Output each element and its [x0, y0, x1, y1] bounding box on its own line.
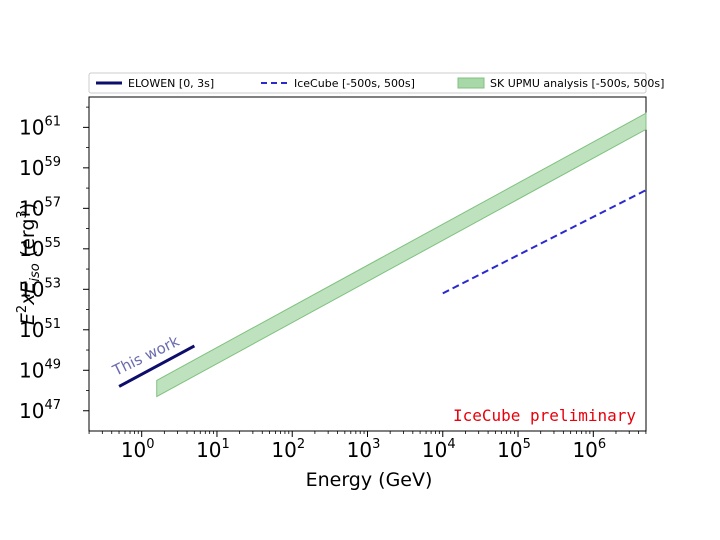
x-tick-label-5: 105 [497, 437, 531, 462]
legend-label-sk-upmu: SK UPMU analysis [-500s, 500s] [490, 77, 664, 90]
x-tick-base-2: 10 [271, 438, 296, 462]
x-tick-exp-2: 2 [297, 437, 305, 452]
legend-frame [88, 72, 647, 94]
y-label-unit-sup: 3 [15, 210, 30, 218]
x-tick-exp-1: 1 [222, 437, 230, 452]
y-label-unit-close: ) [17, 203, 39, 210]
y-tick-base-1: 10 [19, 358, 44, 382]
y-tick-exp-6: 59 [44, 155, 61, 170]
y-axis-label: E2xEiso (erg3) [15, 203, 43, 325]
y-label-sup: 2 [15, 305, 30, 313]
series-elowen-line [118, 344, 196, 388]
y-label-sub: iso [28, 263, 43, 281]
legend: ELOWEN [0, 3s] IceCube [-500s, 500s] SK … [88, 72, 664, 94]
x-tick-base-4: 10 [422, 438, 447, 462]
x-tick-exp-4: 4 [447, 437, 455, 452]
y-tick-exp-7: 61 [44, 114, 61, 129]
y-tick-base-7: 10 [19, 115, 44, 139]
y-tick-exp-4: 55 [44, 236, 61, 251]
y-tick-base-6: 10 [19, 156, 44, 180]
annotation-preliminary: IceCube preliminary [453, 406, 636, 425]
minor-ticks [86, 106, 647, 434]
y-tick-exp-3: 53 [44, 276, 61, 291]
y-tick-label-7: 1061 [19, 114, 61, 139]
y-tick-base-3: 10 [19, 277, 44, 301]
legend-label-elowen: ELOWEN [0, 3s] [128, 77, 214, 90]
x-axis-label: Energy (GeV) [306, 469, 433, 491]
y-tick-exp-0: 47 [44, 398, 61, 413]
y-tick-label-6: 1059 [19, 155, 61, 180]
x-axis: 100 101 102 103 104 105 106 [121, 431, 606, 462]
y-tick-exp-5: 57 [44, 195, 61, 210]
x-tick-exp-3: 3 [372, 437, 380, 452]
x-tick-label-0: 100 [121, 437, 155, 462]
y-tick-label-0: 1047 [19, 398, 61, 423]
y-label-unit-open: (erg [17, 219, 39, 264]
y-tick-exp-1: 49 [44, 357, 61, 372]
y-label-base: E [17, 313, 39, 325]
x-tick-exp-0: 0 [146, 437, 154, 452]
y-tick-label-4: 1055 [19, 236, 61, 261]
x-tick-label-6: 106 [572, 437, 606, 462]
x-tick-label-2: 102 [271, 437, 305, 462]
series-sk-upmu-band [156, 112, 647, 398]
x-tick-base-0: 10 [121, 438, 146, 462]
y-tick-base-5: 10 [19, 196, 44, 220]
x-tick-label-4: 104 [422, 437, 456, 462]
y-tick-label-5: 1057 [19, 195, 61, 220]
y-tick-label-1: 1049 [19, 357, 61, 382]
x-tick-base-6: 10 [572, 438, 597, 462]
y-tick-base-0: 10 [19, 399, 44, 423]
x-tick-base-3: 10 [347, 438, 372, 462]
x-tick-exp-6: 6 [598, 437, 606, 452]
x-tick-base-5: 10 [497, 438, 522, 462]
y-tick-base-2: 10 [19, 318, 44, 342]
legend-label-icecube: IceCube [-500s, 500s] [294, 77, 415, 90]
x-tick-label-1: 101 [196, 437, 230, 462]
series-icecube-line [442, 189, 647, 295]
x-tick-base-1: 10 [196, 438, 221, 462]
legend-swatch-sk-upmu [457, 77, 485, 89]
y-tick-exp-2: 51 [44, 317, 61, 332]
y-label-mid: xE [17, 282, 39, 306]
x-tick-exp-5: 5 [523, 437, 531, 452]
x-tick-label-3: 103 [347, 437, 381, 462]
y-tick-label-2: 1051 [19, 317, 61, 342]
y-tick-base-4: 10 [19, 237, 44, 261]
y-tick-label-3: 1053 [19, 276, 61, 301]
